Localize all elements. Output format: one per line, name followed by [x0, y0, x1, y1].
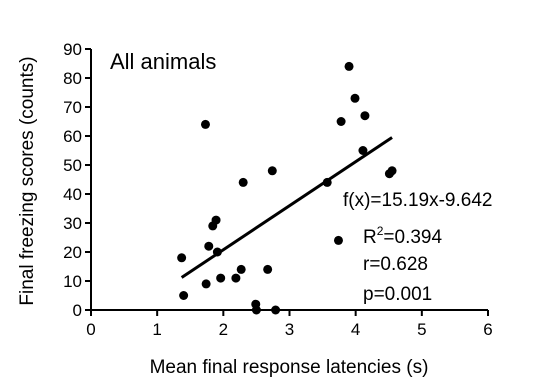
y-tick-label: 10 [63, 272, 82, 291]
y-tick-label: 70 [63, 98, 82, 117]
data-point [177, 253, 187, 263]
y-tick-label: 90 [63, 40, 82, 59]
x-ticks: 0 1 2 3 4 5 6 [86, 310, 493, 339]
y-ticks: 0 10 20 30 40 50 60 70 80 90 [63, 40, 91, 320]
fit-statistics: f(x)=15.19x-9.642 R2=0.394 r=0.628 p=0.0… [343, 190, 492, 305]
y-tick-label: 40 [63, 185, 82, 204]
data-point [204, 241, 214, 251]
axes: 0 10 20 30 40 50 60 70 80 90 0 1 2 3 4 5 6 [63, 40, 493, 339]
r-squared-prefix: R [363, 227, 377, 248]
y-tick-label: 30 [63, 214, 82, 233]
x-tick-label: 3 [285, 320, 294, 339]
x-tick-label: 0 [86, 320, 95, 339]
data-point [200, 119, 210, 129]
data-point [212, 247, 222, 257]
data-point [201, 279, 211, 289]
y-tick-label: 80 [63, 69, 82, 88]
data-point [263, 264, 273, 274]
r-squared-value: =0.394 [383, 227, 442, 248]
data-point [179, 291, 189, 300]
fit-equation: f(x)=15.19x-9.642 [343, 190, 492, 211]
p-value: p=0.001 [363, 284, 432, 305]
x-tick-label: 2 [219, 320, 228, 339]
y-tick-label: 20 [63, 243, 82, 262]
y-tick-label: 60 [63, 127, 82, 146]
data-point [236, 264, 246, 274]
r-squared-superscript: 2 [377, 224, 384, 238]
data-point [231, 273, 241, 283]
chart-title: All animals [110, 49, 216, 74]
x-tick-label: 4 [351, 320, 360, 339]
data-point [387, 166, 397, 176]
r-squared: R2=0.394 [363, 224, 442, 248]
x-tick-label: 1 [152, 320, 161, 339]
data-points [177, 61, 397, 315]
x-axis-label: Mean final response latencies (s) [150, 357, 429, 378]
x-tick-label: 5 [417, 320, 426, 339]
data-point [216, 273, 226, 283]
data-point [211, 215, 221, 225]
x-tick-label: 6 [483, 320, 492, 339]
data-point [322, 177, 332, 187]
y-tick-label: 0 [73, 301, 82, 320]
data-point [267, 166, 277, 176]
data-point [333, 235, 343, 245]
y-tick-label: 50 [63, 156, 82, 175]
r-value: r=0.628 [363, 254, 428, 275]
data-point [358, 146, 368, 155]
data-point [251, 305, 261, 315]
data-point [271, 305, 281, 315]
data-point [336, 117, 346, 126]
data-point [238, 177, 248, 187]
y-axis-label: Final freezing scores (counts) [17, 56, 38, 305]
data-point [360, 111, 370, 121]
data-point [344, 61, 354, 71]
data-point [350, 93, 360, 103]
